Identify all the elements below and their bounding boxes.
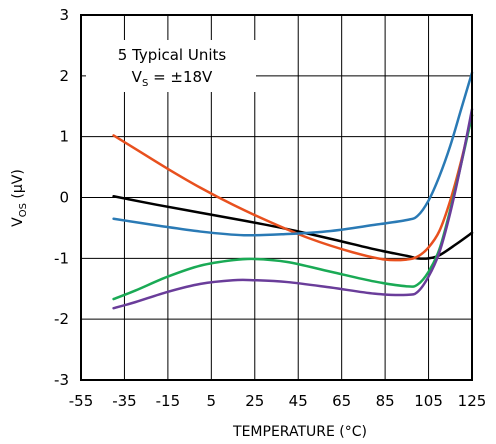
y-tick-labels: -3 -2 -1 0 1 2 3 — [54, 6, 69, 389]
series-lines — [112, 71, 474, 310]
x-tick-label: 45 — [289, 392, 308, 410]
x-tick-label: 125 — [458, 392, 487, 410]
x-tick-label: -15 — [156, 392, 181, 410]
y-tick-label: -3 — [54, 371, 69, 389]
x-tick-label: 105 — [414, 392, 443, 410]
series-line-5 — [112, 108, 474, 310]
x-axis-title: TEMPERATURE (°C) — [232, 424, 367, 440]
plot-frame — [80, 14, 473, 381]
y-axis-title: VOS (µV) — [10, 169, 29, 227]
y-tick-label: 2 — [59, 67, 69, 85]
series-line-2 — [112, 114, 474, 262]
y-tick-label: -2 — [54, 310, 69, 328]
y-tick-label: 0 — [59, 189, 69, 207]
series-line-3 — [112, 71, 474, 237]
x-tick-label: 25 — [245, 392, 264, 410]
annotation-line-2: VS = ±18V — [132, 68, 213, 89]
x-tick-label: 85 — [376, 392, 395, 410]
y-tick-label: -1 — [54, 249, 69, 267]
annotation-background — [86, 40, 256, 92]
x-tick-label: -35 — [112, 392, 137, 410]
x-tick-labels: -55 -35 -15 5 25 45 65 85 105 125 — [69, 392, 487, 410]
x-tick-label: 65 — [332, 392, 351, 410]
y-tick-label: 1 — [59, 128, 69, 146]
annotation-line-1: 5 Typical Units — [118, 46, 227, 64]
y-tick-label: 3 — [59, 6, 69, 24]
x-tick-label: -55 — [69, 392, 94, 410]
annotation: 5 Typical Units VS = ±18V — [86, 40, 256, 92]
x-tick-label: 5 — [207, 392, 217, 410]
